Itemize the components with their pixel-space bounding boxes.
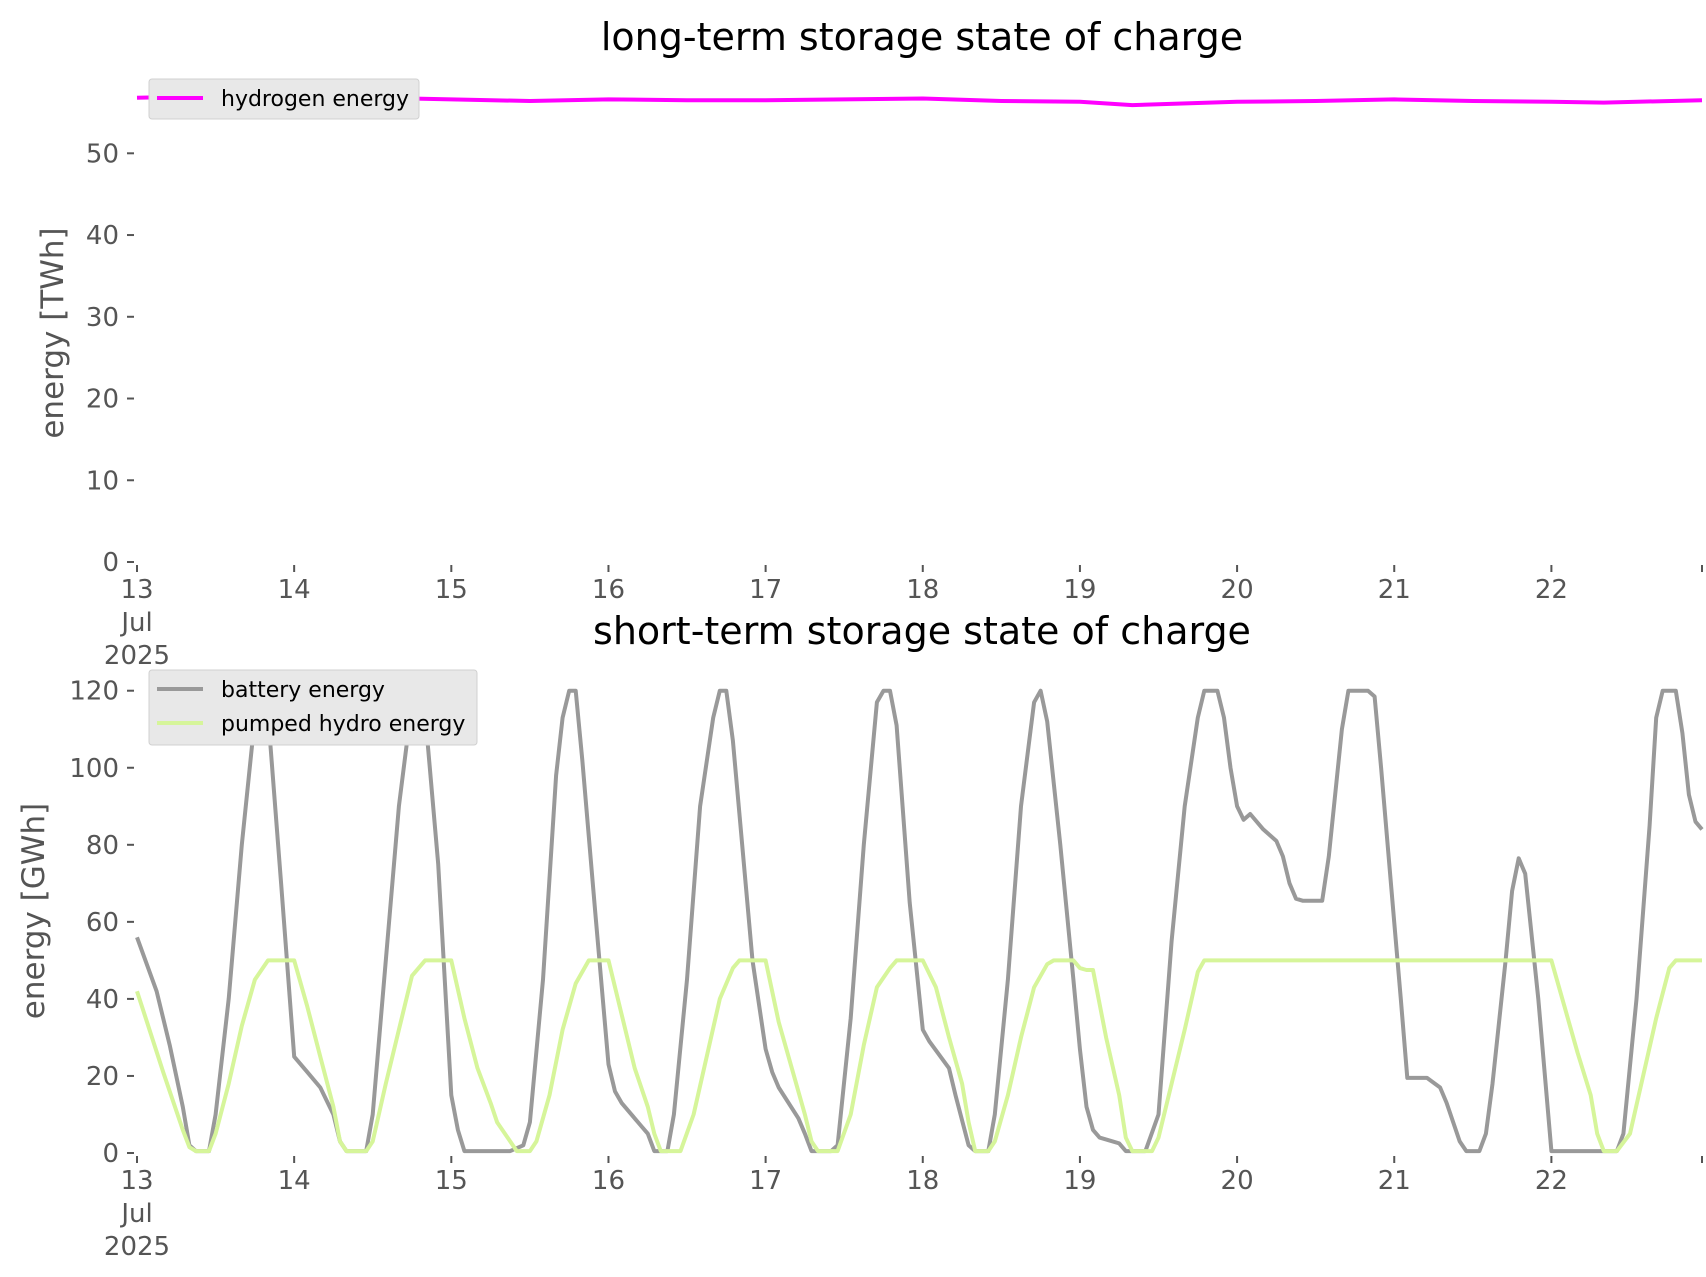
long-term-storage-chart: long-term storage state of charge energy…: [35, 15, 1703, 671]
x-tick-label: 18: [906, 575, 939, 605]
y-axis-ticks: 0 20 40 60 80 100 120: [69, 677, 134, 1169]
legend-box: [148, 669, 478, 746]
y-axis-ticks: 0 10 20 30 40 50: [86, 139, 134, 578]
x-tick-label: 16: [592, 575, 625, 605]
legend: hydrogen energy: [148, 78, 420, 120]
x-tick-label: 14: [278, 1166, 311, 1196]
y-axis-label: energy [TWh]: [35, 227, 71, 438]
legend-label: battery energy: [221, 678, 385, 703]
y-tick-label: 40: [86, 221, 119, 251]
y-tick-label: 20: [86, 385, 119, 415]
x-tick-label: 13: [120, 1166, 153, 1196]
x-tick-label: 19: [1063, 575, 1096, 605]
x-tick-label: 2025: [104, 1232, 170, 1262]
x-tick-label: 20: [1221, 575, 1254, 605]
legend-label: pumped hydro energy: [221, 712, 465, 737]
legend-box: [148, 78, 420, 120]
x-tick-label: 18: [906, 1166, 939, 1196]
x-tick-label: 15: [435, 575, 468, 605]
y-tick-label: 80: [86, 831, 119, 861]
y-tick-label: 0: [102, 548, 119, 578]
chart-title: long-term storage state of charge: [601, 15, 1243, 59]
short-term-storage-chart: short-term storage state of charge energ…: [16, 609, 1704, 1262]
x-tick-label: 13: [120, 575, 153, 605]
x-tick-label: Jul: [119, 1199, 152, 1229]
chart-title: short-term storage state of charge: [593, 609, 1251, 653]
x-tick-label: 19: [1063, 1166, 1096, 1196]
y-tick-label: 100: [69, 754, 119, 784]
series-line: [135, 688, 1704, 1154]
y-tick-label: 20: [86, 1062, 119, 1092]
y-tick-label: 30: [86, 303, 119, 333]
legend-label: hydrogen energy: [221, 87, 409, 112]
x-tick-label: 16: [592, 1166, 625, 1196]
y-tick-label: 120: [69, 677, 119, 707]
x-tick-label: 22: [1535, 575, 1568, 605]
x-tick-label: 2025: [104, 641, 170, 671]
legend: battery energy pumped hydro energy: [148, 669, 478, 746]
y-tick-label: 60: [86, 908, 119, 938]
x-tick-label: 14: [278, 575, 311, 605]
y-tick-label: 50: [86, 139, 119, 169]
x-tick-label: Jul: [119, 608, 152, 638]
x-tick-label: 17: [749, 1166, 782, 1196]
x-tick-label: 15: [435, 1166, 468, 1196]
series-group: [135, 688, 1704, 1154]
x-tick-label: 17: [749, 575, 782, 605]
x-tick-label: 21: [1378, 1166, 1411, 1196]
y-axis-label: energy [GWh]: [16, 803, 52, 1019]
x-tick-label: 22: [1535, 1166, 1568, 1196]
x-tick-label: 21: [1378, 575, 1411, 605]
series-line: [135, 958, 1702, 1154]
y-tick-label: 40: [86, 985, 119, 1015]
y-tick-label: 10: [86, 466, 119, 496]
x-tick-label: 20: [1221, 1166, 1254, 1196]
y-tick-label: 0: [102, 1139, 119, 1169]
